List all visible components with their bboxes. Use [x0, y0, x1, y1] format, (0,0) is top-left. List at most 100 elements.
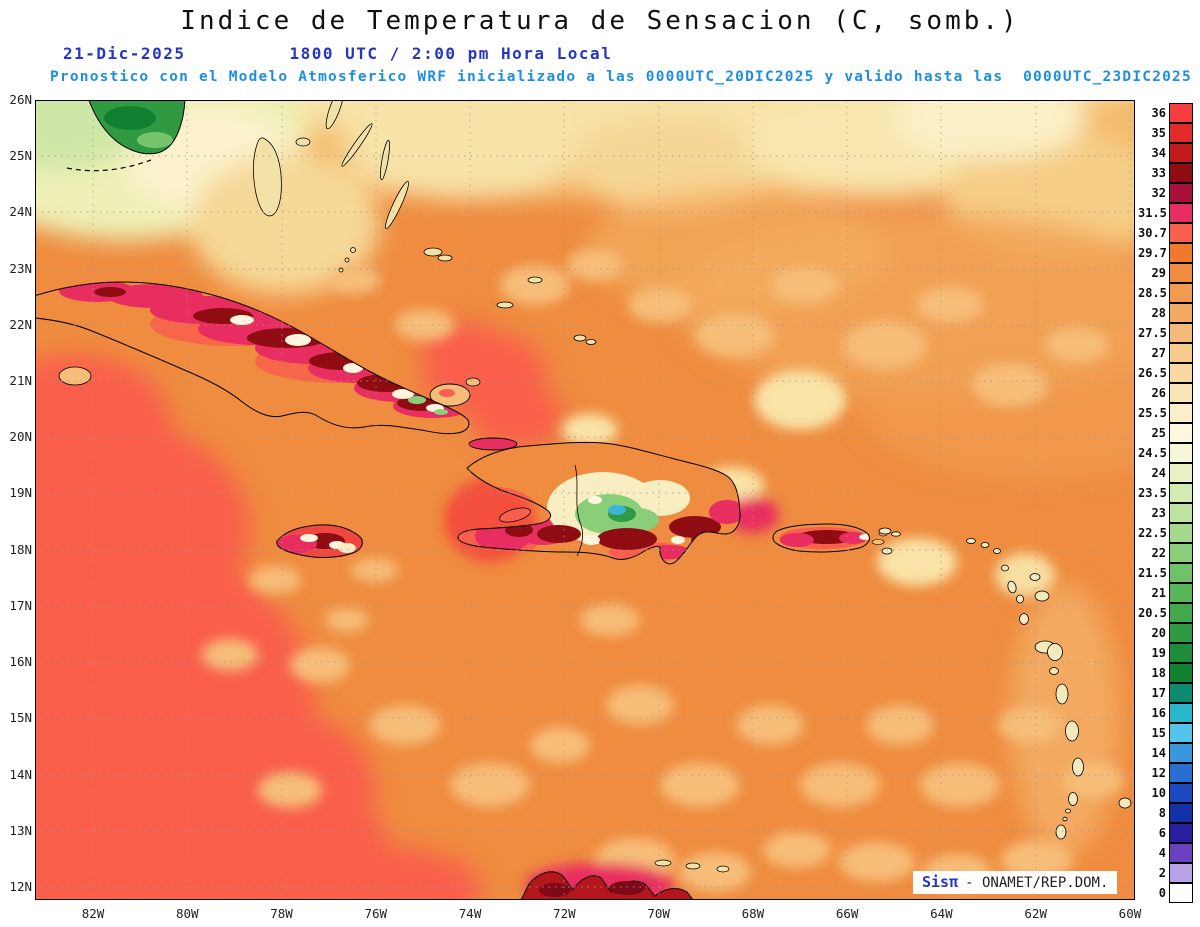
colorbar-swatch	[1169, 662, 1193, 683]
colorbar-entry: 32	[1138, 182, 1196, 203]
lon-label: 80W	[175, 906, 199, 921]
colorbar-value: 31.5	[1138, 206, 1167, 220]
colorbar-entry: 28	[1138, 302, 1196, 323]
colorbar-entry: 18	[1138, 662, 1196, 683]
colorbar-entry: 33	[1138, 162, 1196, 183]
colorbar-value: 26	[1151, 386, 1166, 400]
colorbar-value: 29.7	[1138, 246, 1167, 260]
colorbar-swatch	[1169, 522, 1193, 543]
colorbar-value: 21	[1151, 586, 1166, 600]
colorbar-value: 6	[1158, 826, 1166, 840]
map-area: Sisπ - ONAMET/REP.DOM.	[35, 100, 1135, 900]
colorbar-swatch	[1169, 742, 1193, 763]
colorbar-swatch	[1169, 622, 1193, 643]
colorbar-value: 26.5	[1138, 366, 1167, 380]
page-title: Indice de Temperatura de Sensacion (C, s…	[180, 6, 1020, 36]
lat-label: 21N	[9, 373, 32, 389]
colorbar-swatch	[1169, 702, 1193, 723]
lesser-antilles-islands	[878, 527, 1132, 840]
isla-juventud	[58, 366, 92, 386]
colorbar-swatch	[1169, 802, 1193, 823]
lon-label: 66W	[835, 906, 859, 921]
lat-label: 14N	[9, 766, 32, 782]
lon-label: 82W	[81, 906, 105, 921]
colorbar: 36 35 34 33 32 31.5 30.7 29.7 29 28.5 28 27.5 27 26.5…	[1138, 103, 1196, 903]
credit-text: - ONAMET/REP.DOM.	[965, 875, 1109, 891]
colorbar-swatch	[1169, 302, 1193, 323]
colorbar-value: 8	[1158, 806, 1166, 820]
lon-label: 60W	[1118, 906, 1142, 921]
colorbar-value: 18	[1151, 666, 1166, 680]
colorbar-swatch	[1169, 722, 1193, 743]
colorbar-entry: 21.5	[1138, 562, 1196, 583]
colorbar-swatch	[1169, 842, 1193, 863]
colorbar-entry: 0	[1138, 882, 1196, 903]
lat-label: 17N	[9, 597, 32, 613]
colorbar-swatch	[1169, 682, 1193, 703]
colorbar-swatch	[1169, 242, 1193, 263]
colorbar-entry: 10	[1138, 782, 1196, 803]
colorbar-entry: 27	[1138, 342, 1196, 363]
colorbar-swatch	[1169, 822, 1193, 843]
lat-label: 16N	[9, 654, 32, 670]
colorbar-swatch	[1169, 862, 1193, 883]
lon-label: 68W	[741, 906, 765, 921]
colorbar-entry: 8	[1138, 802, 1196, 823]
colorbar-entry: 35	[1138, 122, 1196, 143]
colorbar-entry: 29	[1138, 262, 1196, 283]
colorbar-swatch	[1169, 182, 1193, 203]
colorbar-entry: 23	[1138, 502, 1196, 523]
colorbar-value: 20	[1151, 626, 1166, 640]
lon-label: 74W	[458, 906, 482, 921]
lat-label: 24N	[9, 204, 32, 220]
colorbar-value: 28	[1151, 306, 1166, 320]
lon-label: 78W	[270, 906, 293, 921]
colorbar-entry: 27.5	[1138, 322, 1196, 343]
colorbar-entry: 22.5	[1138, 522, 1196, 543]
colorbar-swatch	[1169, 782, 1193, 803]
colorbar-entry: 24	[1138, 462, 1196, 483]
lat-label: 20N	[9, 429, 32, 445]
colorbar-value: 0	[1158, 886, 1166, 900]
colorbar-swatch	[1169, 602, 1193, 623]
colorbar-entry: 19	[1138, 642, 1196, 663]
colorbar-entry: 17	[1138, 682, 1196, 703]
colorbar-entry: 21	[1138, 582, 1196, 603]
florida-tip	[66, 100, 186, 172]
colorbar-entry: 15	[1138, 722, 1196, 743]
south-america-coast	[520, 859, 730, 900]
colorbar-swatch	[1169, 362, 1193, 383]
colorbar-value: 29	[1151, 266, 1166, 280]
colorbar-swatch	[1169, 422, 1193, 443]
lon-label: 64W	[930, 906, 953, 921]
lon-label: 70W	[647, 906, 670, 921]
colorbar-swatch	[1169, 542, 1193, 563]
colorbar-value: 20.5	[1138, 606, 1167, 620]
lon-label: 72W	[553, 906, 576, 921]
colorbar-value: 12	[1151, 766, 1166, 780]
colorbar-entry: 16	[1138, 702, 1196, 723]
tortuga-island	[468, 437, 518, 451]
colorbar-swatch	[1169, 103, 1193, 123]
colorbar-value: 36	[1151, 106, 1166, 120]
colorbar-swatch	[1169, 462, 1193, 483]
colorbar-entry: 25	[1138, 422, 1196, 443]
colorbar-entry: 20.5	[1138, 602, 1196, 623]
colorbar-value: 15	[1151, 726, 1166, 740]
colorbar-value: 33	[1151, 166, 1166, 180]
florida-keys	[66, 159, 152, 172]
colorbar-value: 35	[1151, 126, 1166, 140]
cuba-island	[35, 281, 470, 435]
hispaniola-island	[457, 437, 741, 565]
puerto-rico-island	[772, 523, 888, 553]
colorbar-value: 22	[1151, 546, 1166, 560]
colorbar-entry: 14	[1138, 742, 1196, 763]
lat-label: 22N	[9, 316, 32, 332]
colorbar-value: 24.5	[1138, 446, 1167, 460]
colorbar-swatch	[1169, 202, 1193, 223]
colorbar-value: 34	[1151, 146, 1166, 160]
colorbar-value: 32	[1151, 186, 1166, 200]
colorbar-value: 23.5	[1138, 486, 1167, 500]
colorbar-entry: 30.7	[1138, 222, 1196, 243]
